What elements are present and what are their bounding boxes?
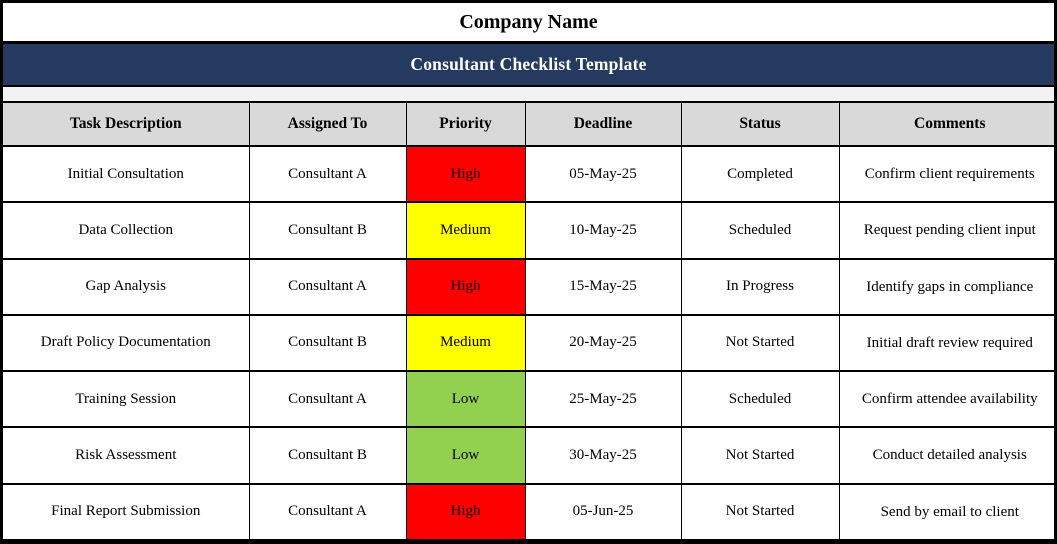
task-cell: Gap Analysis: [3, 257, 250, 316]
assigned-cell: Consultant A: [248, 370, 407, 429]
comment-text: Conduct detailed analysis: [872, 447, 1027, 464]
comment-text: Identify gaps in compliance: [866, 278, 1034, 295]
company-name-header: Company Name: [3, 3, 1054, 44]
status-cell: Scheduled: [680, 370, 840, 429]
comment-text: Initial draft review required: [866, 334, 1033, 351]
task-cell: Training Session: [3, 370, 250, 429]
task-cell: Initial Consultation: [3, 144, 250, 204]
priority-cell: Medium: [405, 313, 526, 373]
comment-text: Send by email to client: [880, 503, 1019, 520]
comments-cell: Confirm attendee availability: [838, 370, 1054, 429]
comments-cell: Request pending client input: [838, 201, 1054, 260]
deadline-cell: 30-May-25: [524, 426, 682, 485]
comments-cell: Send by email to client: [838, 482, 1054, 541]
company-name-text: Company Name: [459, 10, 598, 33]
assigned-cell: Consultant A: [248, 482, 407, 541]
column-header-priority: Priority: [405, 101, 526, 147]
comment-text: Confirm attendee availability: [861, 391, 1038, 408]
comments-cell: Conduct detailed analysis: [838, 426, 1054, 485]
deadline-cell: 15-May-25: [524, 257, 682, 316]
table-row: Data Collection Consultant B Medium 10-M…: [3, 201, 1054, 260]
table-row: Training Session Consultant A Low 25-May…: [3, 370, 1054, 429]
deadline-cell: 20-May-25: [524, 313, 682, 373]
assigned-cell: Consultant B: [248, 201, 407, 260]
template-title-banner: Consultant Checklist Template: [3, 44, 1054, 87]
template-title-text: Consultant Checklist Template: [410, 54, 647, 74]
comments-cell: Initial draft review required: [838, 313, 1054, 373]
assigned-cell: Consultant A: [248, 144, 407, 204]
priority-cell: High: [405, 144, 526, 204]
comments-cell: Confirm client requirements: [838, 144, 1054, 204]
status-cell: Not Started: [680, 426, 840, 485]
task-cell: Risk Assessment: [3, 426, 250, 485]
priority-cell: High: [405, 257, 526, 316]
task-cell: Data Collection: [3, 201, 250, 260]
status-cell: In Progress: [680, 257, 840, 316]
priority-cell: High: [405, 482, 526, 541]
column-header-deadline: Deadline: [524, 101, 682, 147]
status-cell: Not Started: [680, 313, 840, 373]
column-header-task-description: Task Description: [3, 101, 250, 147]
status-cell: Scheduled: [680, 201, 840, 260]
spacer-strip: [3, 87, 1054, 101]
status-cell: Not Started: [680, 482, 840, 541]
status-cell: Completed: [680, 144, 840, 204]
table-row: Initial Consultation Consultant A High 0…: [3, 144, 1054, 204]
table-row: Draft Policy Documentation Consultant B …: [3, 313, 1054, 373]
assigned-cell: Consultant B: [248, 426, 407, 485]
deadline-cell: 05-May-25: [524, 144, 682, 204]
deadline-cell: 05-Jun-25: [524, 482, 682, 541]
checklist-table: Task Description Assigned To Priority De…: [3, 101, 1054, 541]
assigned-cell: Consultant B: [248, 313, 407, 373]
priority-cell: Medium: [405, 201, 526, 260]
comments-cell: Identify gaps in compliance: [838, 257, 1054, 316]
column-header-assigned-to: Assigned To: [248, 101, 407, 147]
table-header-row: Task Description Assigned To Priority De…: [3, 101, 1054, 147]
priority-cell: Low: [405, 370, 526, 429]
column-header-status: Status: [680, 101, 840, 147]
deadline-cell: 25-May-25: [524, 370, 682, 429]
table-row: Risk Assessment Consultant B Low 30-May-…: [3, 426, 1054, 485]
task-cell: Final Report Submission: [3, 482, 250, 541]
assigned-cell: Consultant A: [248, 257, 407, 316]
table-row: Gap Analysis Consultant A High 15-May-25…: [3, 257, 1054, 316]
comment-text: Confirm client requirements: [864, 166, 1035, 183]
comment-text: Request pending client input: [863, 222, 1036, 239]
deadline-cell: 10-May-25: [524, 201, 682, 260]
priority-cell: Low: [405, 426, 526, 485]
column-header-comments: Comments: [838, 101, 1054, 147]
task-cell: Draft Policy Documentation: [3, 313, 250, 373]
table-row: Final Report Submission Consultant A Hig…: [3, 482, 1054, 541]
